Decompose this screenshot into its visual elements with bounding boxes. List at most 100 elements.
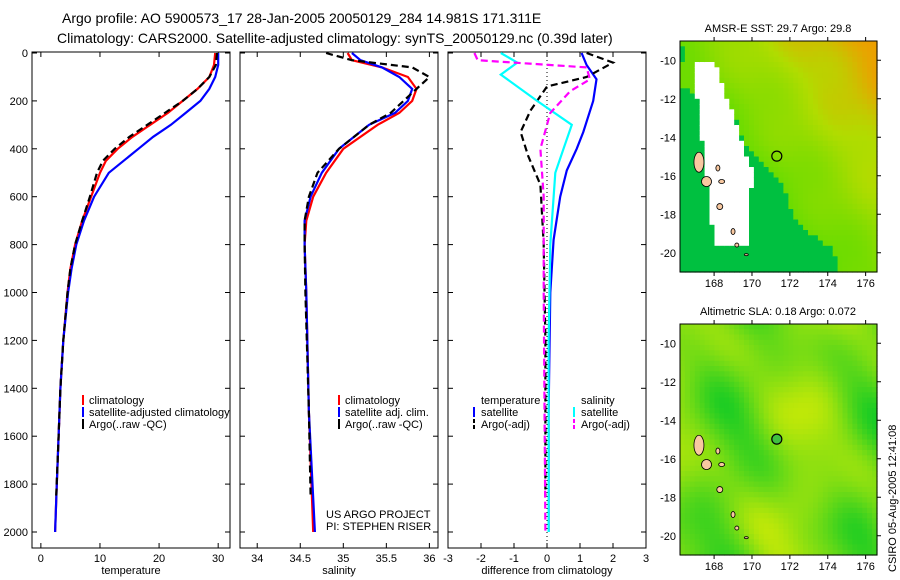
map-cell: [783, 376, 789, 383]
map-cell: [847, 235, 853, 242]
map-cell: [773, 518, 780, 525]
map-cell: [872, 209, 878, 215]
map-cell: [724, 528, 730, 535]
map-cell: [734, 151, 740, 158]
map-cell: [822, 397, 829, 404]
map-cell: [739, 182, 745, 189]
map-cell: [680, 324, 686, 330]
map-cell: [842, 214, 848, 221]
map-cell: [719, 444, 725, 451]
map-cell: [872, 266, 878, 273]
map-cell: [808, 83, 814, 89]
map-cell: [872, 156, 878, 163]
map-cell: [793, 402, 799, 409]
map-cell: [813, 418, 819, 425]
map-cell: [724, 130, 730, 137]
map-cell: [729, 418, 735, 425]
map-cell: [852, 62, 858, 68]
map-cell: [867, 161, 873, 168]
map-cell: [867, 182, 873, 189]
map-cell: [729, 465, 735, 472]
map-cell: [798, 371, 804, 378]
map-cell: [768, 188, 775, 194]
map-cell: [788, 392, 794, 399]
map-cell: [773, 198, 780, 205]
map-cell: [699, 83, 706, 89]
map-cell: [680, 376, 686, 383]
map-cell: [783, 230, 789, 236]
map-cell: [758, 355, 765, 362]
map-cell: [803, 125, 809, 131]
map-cell: [788, 188, 794, 194]
map-cell: [680, 497, 686, 504]
map-cell: [744, 518, 750, 525]
map-cell: [857, 98, 863, 105]
map-cell: [684, 88, 691, 95]
map-cell: [847, 513, 853, 519]
map-cell: [798, 67, 804, 74]
map-cell: [793, 72, 799, 79]
map-cell: [783, 360, 789, 367]
map-cell: [768, 251, 775, 257]
map-cell: [758, 334, 765, 341]
map-cell: [768, 465, 775, 472]
map-cell: [768, 72, 775, 79]
map-cell: [857, 481, 863, 488]
map-cell: [734, 376, 740, 383]
map-cell: [817, 334, 824, 341]
map-cell: [847, 397, 853, 404]
x-tick-label: -1: [509, 553, 519, 565]
map-cell: [832, 56, 839, 63]
map-cell: [798, 381, 804, 388]
x-tick-label: 34.5: [290, 553, 311, 565]
map-cell: [729, 98, 735, 105]
map-cell: [837, 397, 844, 404]
map-cell: [798, 125, 804, 131]
map-cell: [808, 203, 814, 210]
map-cell: [872, 502, 878, 509]
map-cell: [680, 518, 686, 525]
map-cell: [788, 209, 794, 215]
map-cell: [699, 528, 706, 535]
map-cell: [778, 423, 784, 430]
map-cell: [729, 350, 735, 357]
map-cell: [817, 528, 824, 535]
map-cell: [689, 402, 696, 409]
map-cell: [798, 471, 804, 477]
map-cell: [788, 177, 794, 184]
map-cell: [813, 476, 819, 483]
map-cell: [704, 203, 711, 210]
map-cell: [709, 539, 715, 546]
map-cell: [798, 549, 804, 556]
map-cell: [783, 334, 789, 341]
map-cell: [847, 214, 853, 221]
map-cell: [739, 167, 745, 173]
map-cell: [827, 539, 834, 546]
map-cell: [734, 193, 740, 200]
map-cell: [847, 413, 853, 420]
map-cell: [798, 334, 804, 341]
map-cell: [724, 251, 730, 257]
map-cell: [714, 230, 720, 236]
map-cell: [758, 350, 765, 357]
map-cell: [827, 224, 834, 231]
map-cell: [753, 177, 760, 184]
map-cell: [699, 172, 706, 179]
map-cell: [837, 534, 844, 540]
map-cell: [842, 219, 848, 226]
map-cell: [739, 41, 745, 47]
map-cell: [837, 62, 844, 68]
map-cell: [857, 93, 863, 100]
map-cell: [817, 135, 824, 142]
map-cell: [847, 334, 853, 341]
map-cell: [852, 513, 858, 519]
map-cell: [857, 83, 863, 89]
map-cell: [822, 214, 829, 221]
y-tick-label: 1400: [4, 383, 28, 395]
map-cell: [768, 507, 775, 514]
map-cell: [832, 549, 839, 556]
map-cell: [778, 125, 784, 131]
map-cell: [808, 235, 814, 242]
map-cell: [803, 387, 809, 393]
map-cell: [837, 402, 844, 409]
